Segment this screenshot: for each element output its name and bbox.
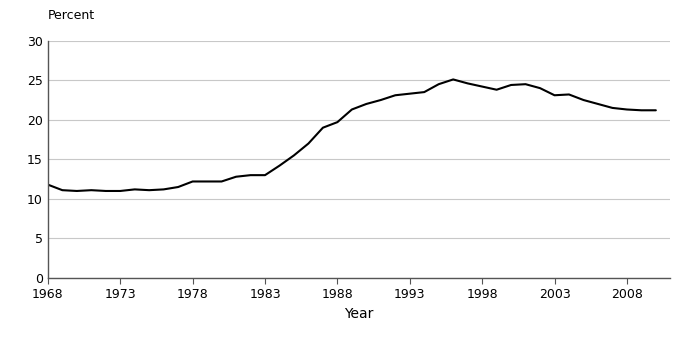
- Text: Percent: Percent: [48, 9, 95, 22]
- X-axis label: Year: Year: [345, 307, 373, 321]
